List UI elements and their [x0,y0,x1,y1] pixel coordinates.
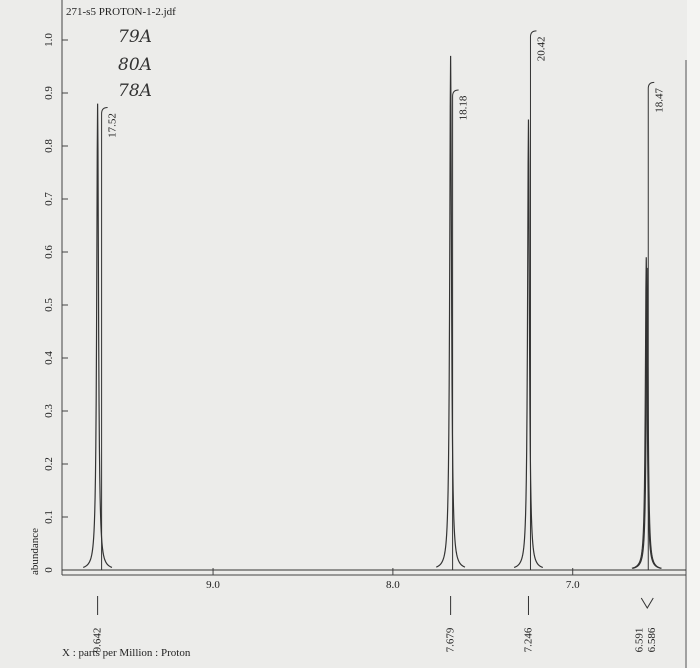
y-tick-label: 0.3 [43,404,55,418]
peak-label: 6.591 [633,628,645,653]
annotation: 80A [118,55,152,75]
peak-label: 6.586 [646,627,658,652]
y-tick-label: 0 [43,567,55,573]
x-axis-label: X : parts per Million : Proton [62,647,191,659]
peak [83,103,113,568]
annotation: 78A [118,81,152,101]
annotation: 79A [118,27,152,47]
y-tick-label: 0.6 [43,245,55,259]
integral-label: 18.18 [458,95,470,120]
y-tick-label: 0.1 [43,510,55,524]
y-tick-label: 0.5 [43,298,55,312]
integral-curve [647,81,655,570]
integral-curve [452,89,459,570]
peak [436,55,466,568]
y-tick-label: 0.9 [43,86,55,100]
y-tick-label: 0.7 [43,192,55,206]
x-tick-label: 9.0 [206,579,220,591]
integral-label: 18.47 [653,88,665,113]
integral-curve [101,106,108,570]
x-tick-label: 8.0 [386,579,400,591]
y-tick-label: 0.4 [43,351,55,365]
integral-label: 17.52 [107,113,119,138]
y-tick-label: 0.2 [43,457,55,471]
peak-label: 7.246 [522,627,534,652]
integral-label: 20.42 [535,37,547,62]
peak-marker [640,597,654,609]
y-axis-label: abundance [29,528,41,575]
chart-title: 271-s5 PROTON-1-2.jdf [66,6,176,18]
side-panel [687,0,700,668]
y-tick-label: 0.8 [43,139,55,153]
peak [513,119,544,569]
y-tick-label: 1.0 [43,33,55,47]
peak-label: 7.679 [445,627,457,652]
peak [632,267,662,569]
peak-label: 9.642 [92,628,104,653]
x-tick-label: 7.0 [566,579,580,591]
integral-curve [529,30,537,570]
